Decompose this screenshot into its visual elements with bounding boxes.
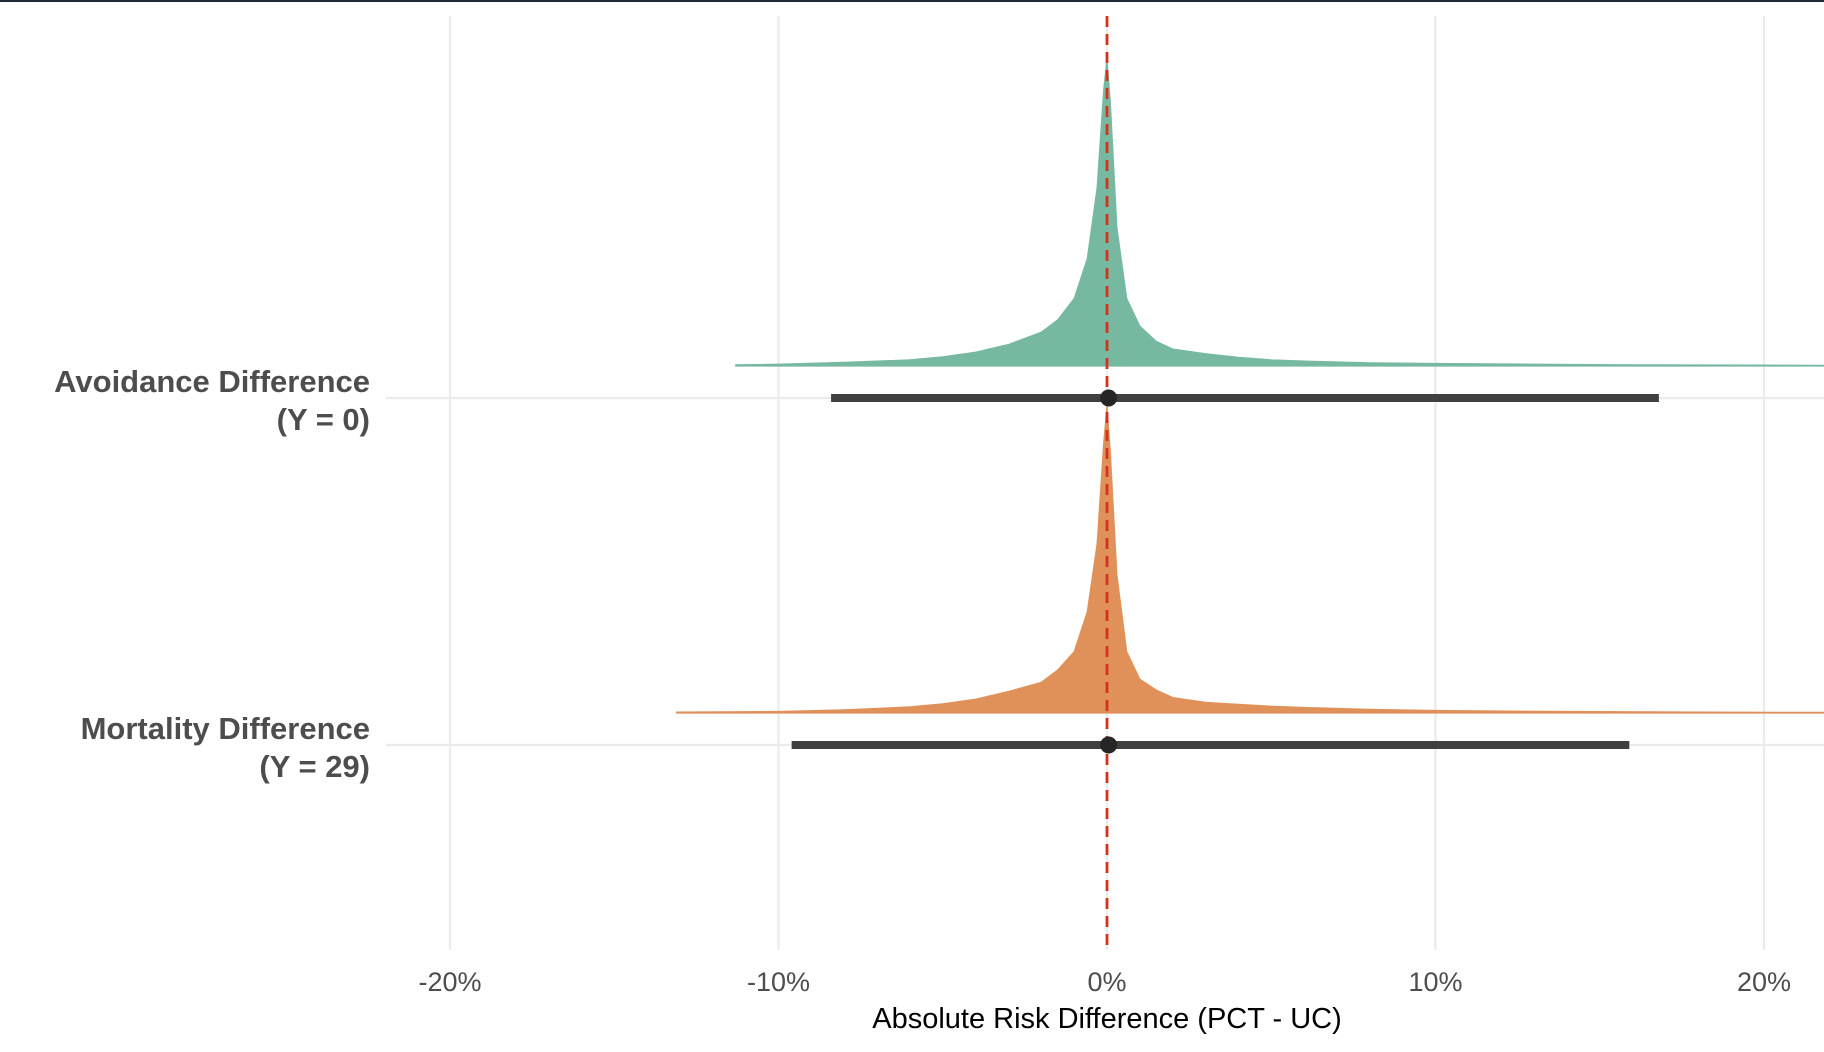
x-tick-label: -20% [418,967,481,997]
x-tick-label: 10% [1408,967,1462,997]
x-tick-label: -10% [747,967,810,997]
y-label-mortality-line2: (Y = 29) [259,749,370,784]
y-label-avoidance-line2: (Y = 0) [277,402,370,437]
x-tick-label: 20% [1737,967,1791,997]
point-layer [1100,389,1118,754]
y-label-mortality-line1: Mortality Difference [81,711,370,746]
density-layer [676,58,1824,714]
x-tick-label: 0% [1087,967,1126,997]
y-label-mortality: Mortality Difference (Y = 29) [81,711,370,784]
y-label-avoidance-line1: Avoidance Difference [54,364,370,399]
point-estimate-avoidance-difference [1100,389,1118,407]
top-border [0,0,1824,2]
density-mortality-difference [676,405,1824,714]
y-label-avoidance: Avoidance Difference (Y = 0) [54,364,370,437]
x-tick-labels: -20% -10% 0% 10% 20% [418,967,1791,997]
point-estimate-mortality-difference [1100,736,1118,754]
x-axis-title: Absolute Risk Difference (PCT - UC) [872,1003,1342,1035]
density-avoidance-difference [735,58,1824,367]
interval-layer [791,394,1659,749]
